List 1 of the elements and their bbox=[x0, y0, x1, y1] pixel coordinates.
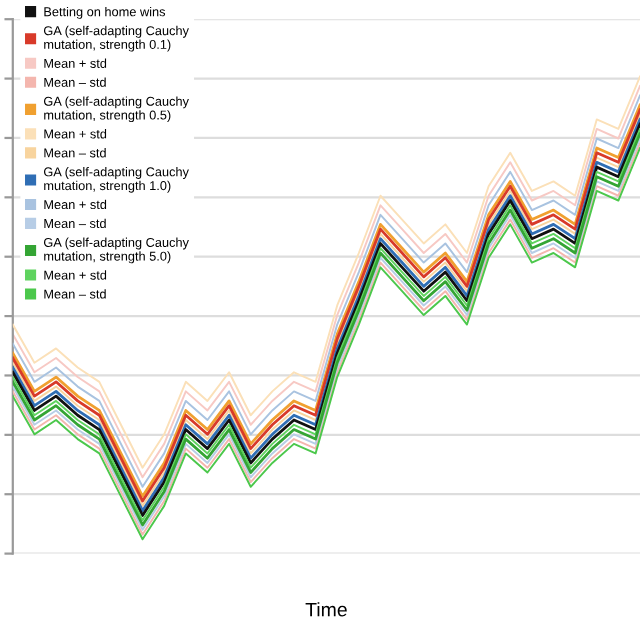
x-axis-title: Time bbox=[305, 602, 347, 617]
